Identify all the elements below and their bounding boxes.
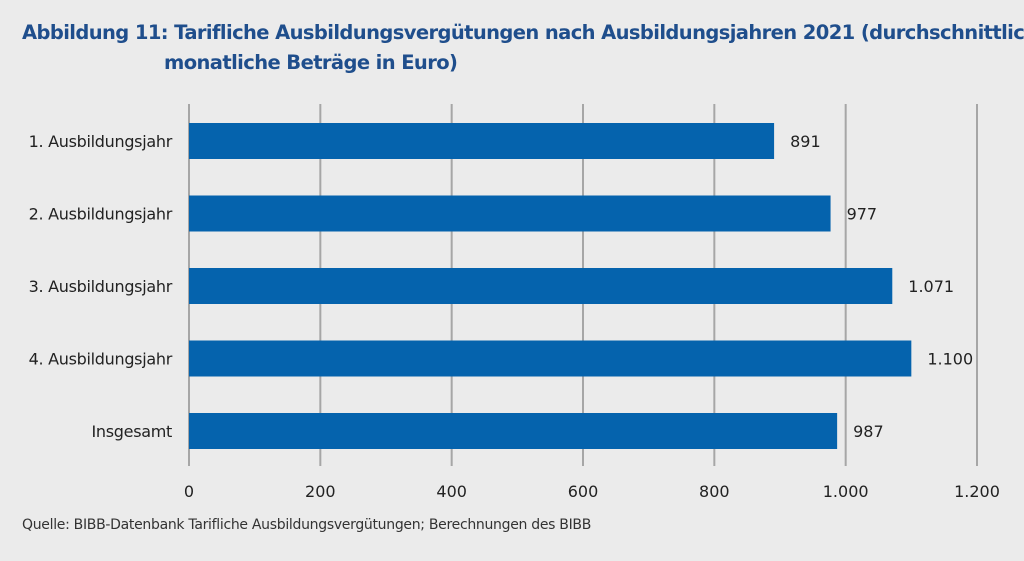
source-note: Quelle: BIBB-Datenbank Tarifliche Ausbil… (22, 517, 592, 533)
chart-title-line-2: monatliche Beträge in Euro) (164, 51, 458, 74)
bar-2 (189, 268, 893, 304)
value-label-4: 987 (853, 422, 884, 441)
value-label-2: 1.071 (908, 277, 954, 296)
x-tick-label-4: 800 (699, 482, 730, 501)
x-tick-label-1: 200 (305, 482, 336, 501)
x-tick-label-5: 1.000 (823, 482, 869, 501)
bar-0 (189, 123, 775, 159)
value-label-1: 977 (847, 205, 878, 224)
value-label-3: 1.100 (927, 350, 973, 369)
chart-title: Abbildung 11: Tarifliche Ausbildungsverg… (22, 18, 1024, 78)
x-tick-label-6: 1.200 (954, 482, 1000, 501)
category-label-3: 4. Ausbildungsjahr (29, 350, 173, 369)
category-label-0: 1. Ausbildungsjahr (29, 132, 173, 151)
bar-3 (189, 340, 912, 377)
x-tick-label-0: 0 (184, 482, 194, 501)
x-tick-label-2: 400 (436, 482, 467, 501)
value-label-0: 891 (790, 132, 821, 151)
bar-4 (189, 413, 838, 449)
category-label-4: Insgesamt (92, 422, 173, 441)
bar-1 (189, 195, 831, 232)
x-tick-label-3: 600 (568, 482, 599, 501)
chart-title-line-1: Abbildung 11: Tarifliche Ausbildungsverg… (22, 21, 1024, 44)
category-label-1: 2. Ausbildungsjahr (29, 205, 173, 224)
category-label-2: 3. Ausbildungsjahr (29, 277, 173, 296)
